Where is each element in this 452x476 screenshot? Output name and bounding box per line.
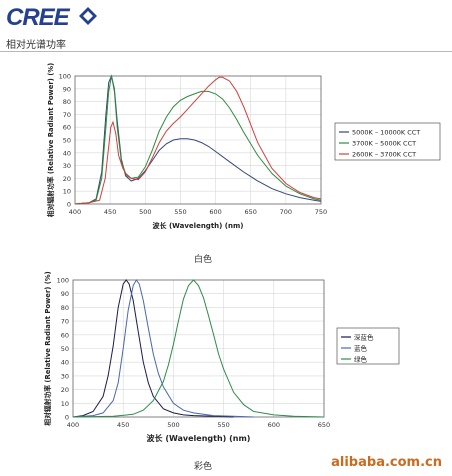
plot-frame [72, 279, 325, 418]
y-tick-label: 90 [61, 290, 69, 298]
y-axis-label: 相对辐射功率 (Relative Radiant Power) (%) [46, 63, 55, 217]
series-line-3 [74, 76, 322, 205]
x-tick-label: 500 [167, 421, 179, 429]
x-tick-label: 450 [117, 421, 129, 429]
y-tick-label: 60 [63, 124, 71, 132]
x-tick-label: 650 [318, 421, 330, 429]
section-title: 相对光谱功率 [6, 40, 66, 51]
y-tick-label: 50 [63, 137, 71, 145]
x-tick-label: 550 [174, 208, 186, 216]
legend-entry: 深蓝色 [354, 333, 374, 342]
cree-logo: CREE [6, 4, 70, 31]
y-tick-label: 50 [61, 345, 69, 353]
y-tick-label: 20 [63, 175, 71, 183]
series-line-2 [74, 75, 322, 205]
grid [72, 279, 325, 418]
y-tick-label: 40 [63, 149, 71, 157]
x-tick-label: 400 [67, 421, 79, 429]
y-tick-label: 10 [63, 188, 71, 196]
header-divider [0, 51, 452, 52]
chart-caption-color: 彩色 [193, 462, 212, 472]
legend-entry: 3700K – 5000K CCT [352, 140, 416, 148]
x-axis-label: 波长 (Wavelength) (nm) [153, 221, 244, 230]
x-tick-label: 450 [104, 208, 116, 216]
y-tick-label: 70 [61, 318, 69, 326]
y-tick-label: 90 [63, 85, 71, 93]
series-line-3 [72, 279, 325, 418]
chart-caption-white: 白色 [193, 255, 212, 265]
y-tick-label: 100 [59, 73, 71, 81]
x-tick-label: 600 [268, 421, 280, 429]
y-tick-label: 80 [63, 98, 71, 106]
legend-box [336, 327, 400, 365]
y-tick-label: 10 [61, 400, 69, 408]
legend-entry: 蓝色 [354, 344, 368, 353]
x-tick-label: 400 [69, 208, 81, 216]
x-tick-label: 600 [209, 208, 221, 216]
y-tick-label: 30 [63, 162, 71, 170]
y-tick-label: 70 [63, 111, 71, 119]
watermark: alibaba.com.cn [331, 455, 442, 470]
y-tick-label: 40 [61, 359, 69, 367]
chart-white-spectrum: 400 450 500 550 600 650 700 750 0 10 20 30 40 50 60 70 8… [46, 63, 441, 230]
legend-entry: 5000K – 10000K CCT [352, 129, 420, 137]
legend-entry: 2600K – 3700K CCT [352, 151, 416, 159]
y-tick-label: 0 [65, 414, 69, 422]
y-tick-label: 100 [57, 277, 69, 285]
y-tick-label: 60 [61, 331, 69, 339]
y-tick-label: 30 [61, 372, 69, 380]
series-line-2 [72, 279, 254, 418]
chart-color-spectrum: 400 450 500 550 600 650 0 10 20 30 40 50 60 70 80 90 100… [43, 271, 400, 443]
legend: 5000K – 10000K CCT 3700K – 5000K CCT 2600K… [334, 122, 441, 161]
y-tick-label: 80 [61, 304, 69, 312]
y-axis-label: 相对辐射功率 (Relative Radiant Power) (%) [43, 271, 52, 425]
x-axis-label: 波长 (Wavelength) (nm) [147, 433, 251, 443]
y-tick-label: 20 [61, 386, 69, 394]
legend-entry: 绿色 [354, 355, 368, 364]
x-tick-label: 750 [315, 208, 327, 216]
series-line-1 [72, 279, 234, 418]
x-tick-label: 500 [139, 208, 151, 216]
y-tick-label: 0 [67, 201, 71, 209]
x-tick-label: 650 [245, 208, 257, 216]
cree-diamond-icon [79, 7, 97, 25]
legend-box [334, 122, 441, 161]
plot-frame [74, 75, 322, 205]
header: CREE 相对光谱功率 [0, 0, 452, 51]
series-line-1 [74, 74, 322, 205]
x-tick-label: 700 [280, 208, 292, 216]
x-tick-label: 550 [217, 421, 229, 429]
